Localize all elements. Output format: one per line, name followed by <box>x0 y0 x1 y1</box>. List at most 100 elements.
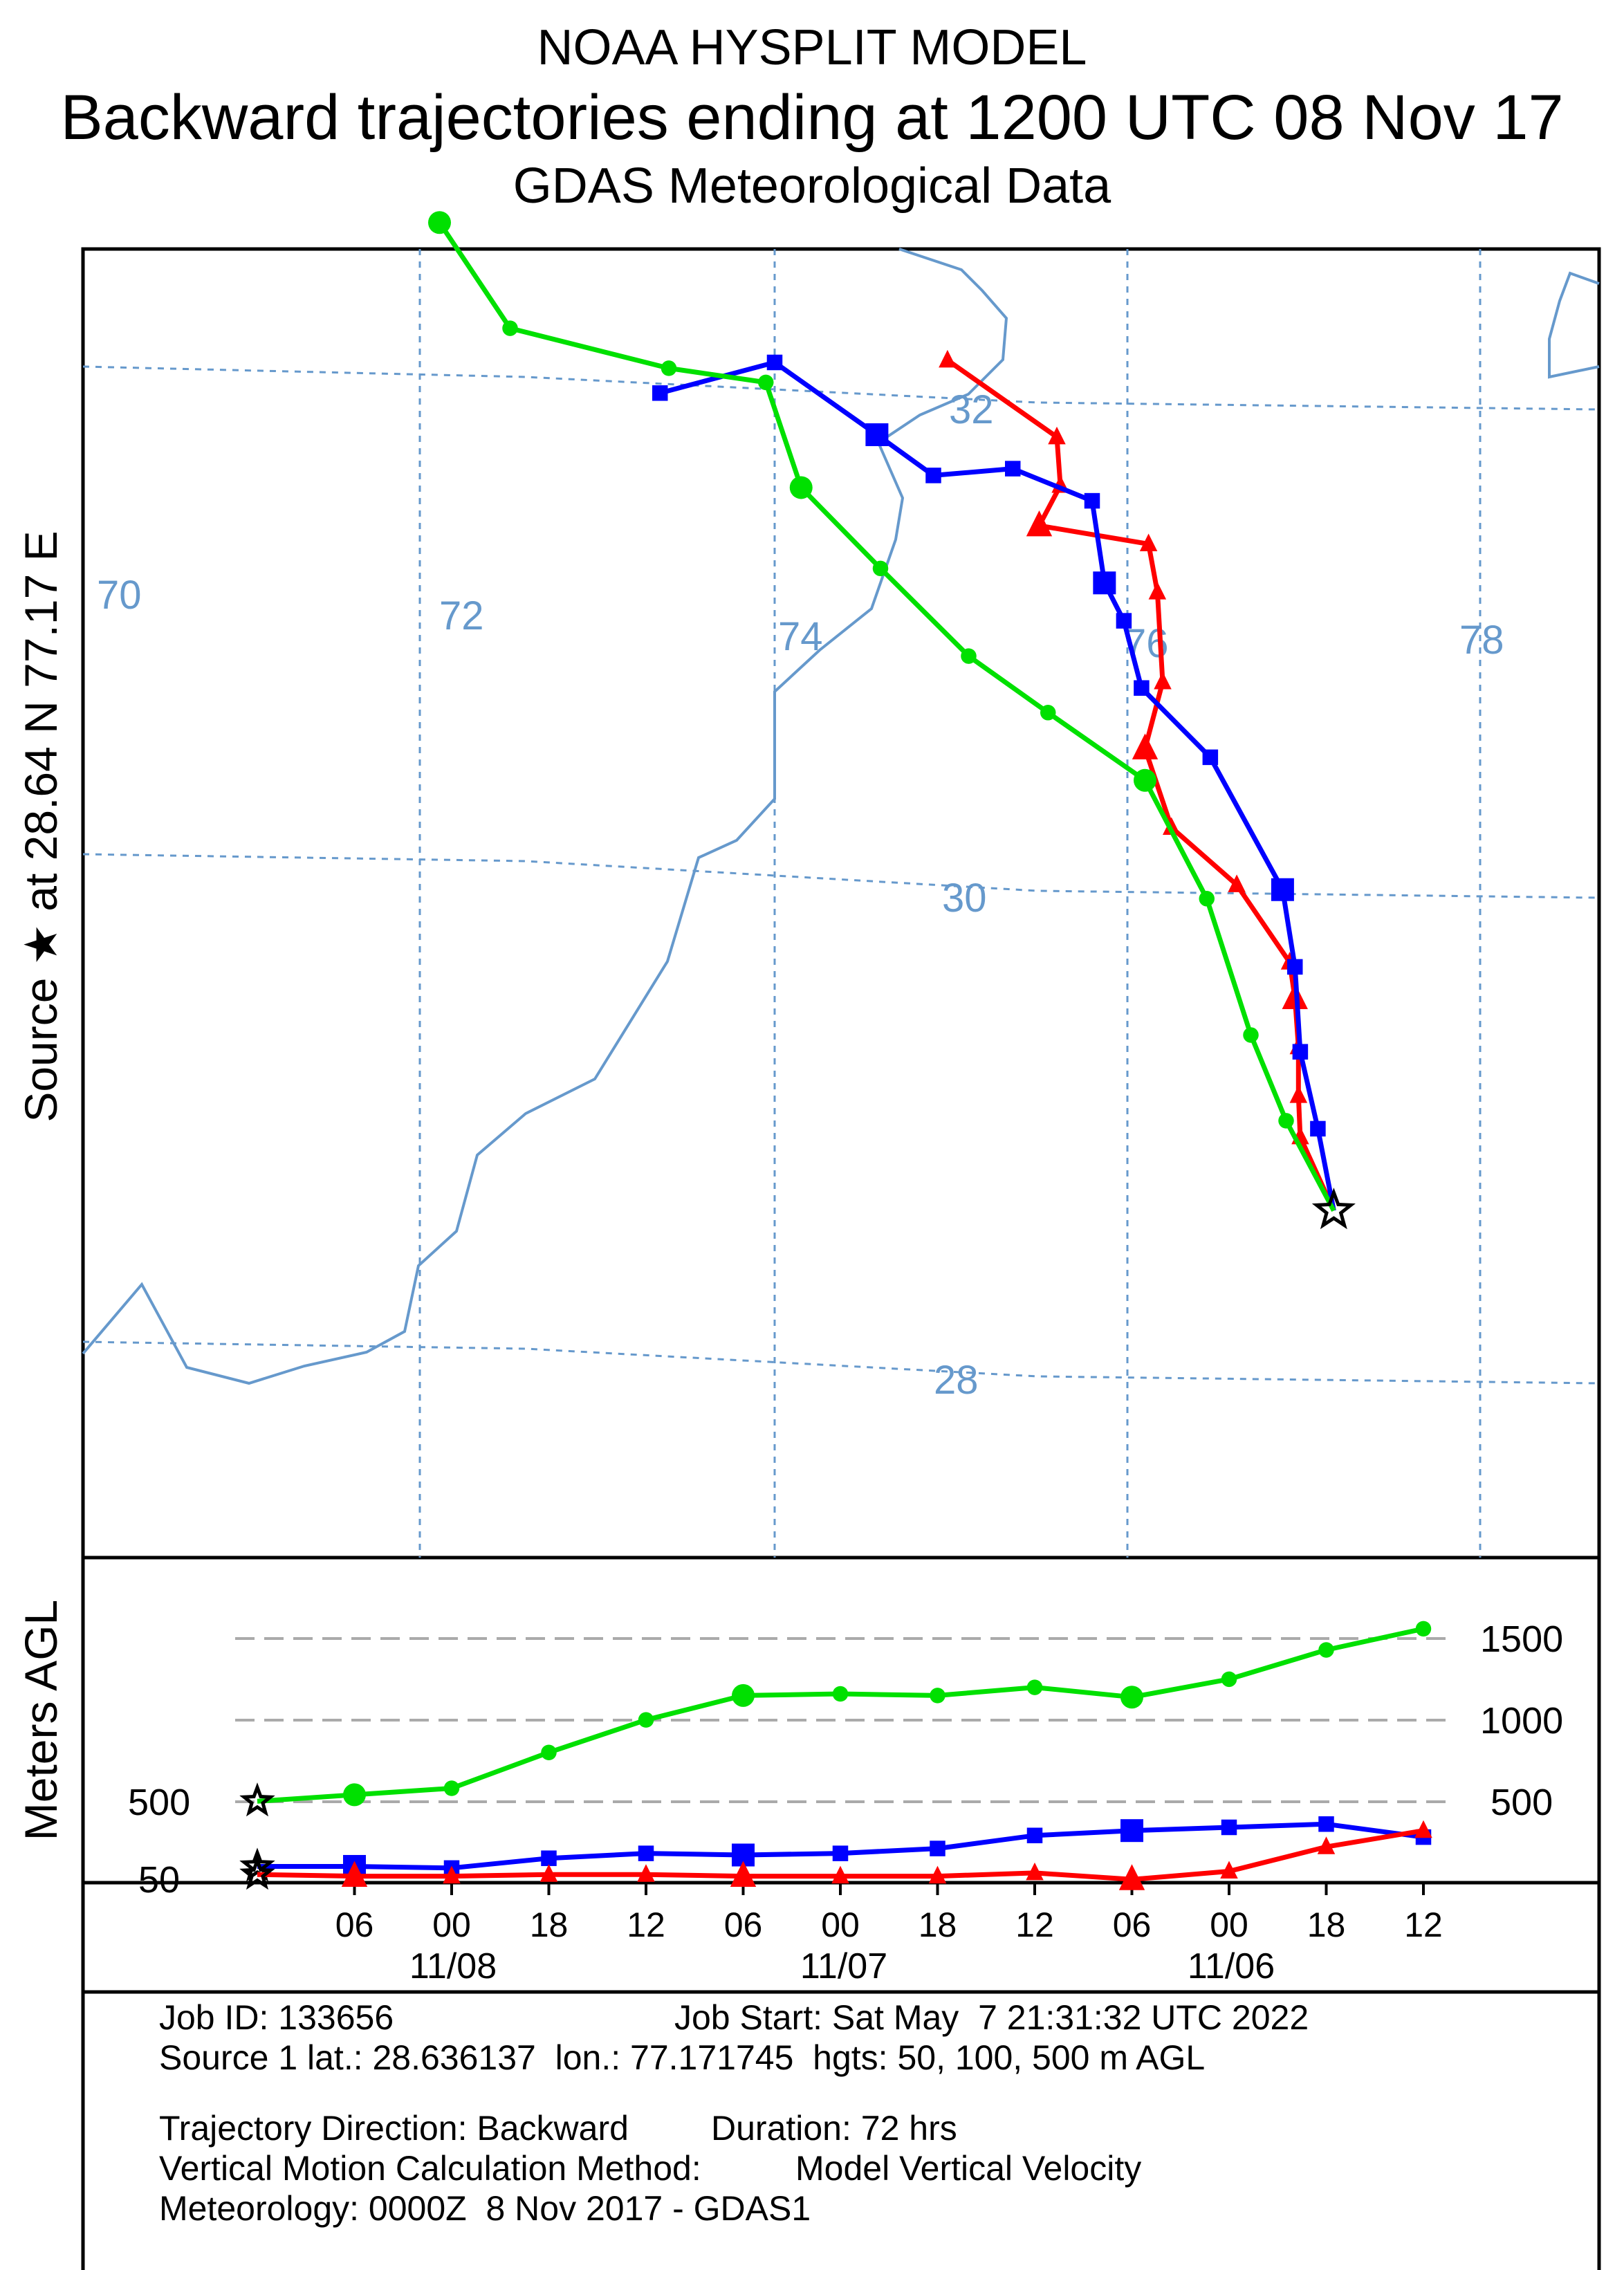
height-point-50m <box>637 1864 655 1882</box>
trajectory-point-100m <box>1084 492 1100 509</box>
height-point-500m <box>732 1683 755 1707</box>
height-point-500m <box>343 1783 366 1807</box>
trajectory-point-100m <box>766 354 783 371</box>
source-side-label: Source ★ at 28.64 N 77.17 E <box>15 530 66 1122</box>
trajectory-point-100m <box>865 423 889 447</box>
trajectory-line-100m <box>659 360 1336 1211</box>
height-point-500m <box>1026 1679 1043 1695</box>
lat-label-30: 30 <box>942 876 987 921</box>
time-tick-label: 12 <box>1404 1905 1443 1944</box>
height-point-50m <box>341 1861 368 1887</box>
lon-label-72: 72 <box>439 593 484 638</box>
time-axis: 06 00 18 12 06 00 18 12 06 00 18 12 <box>335 1883 1443 1944</box>
trajectory-point-100m <box>1093 571 1116 595</box>
country-boundaries <box>82 248 1600 1385</box>
height-point-500m <box>1221 1671 1237 1688</box>
meteorology: Meteorology: 0000Z 8 Nov 2017 - GDAS1 <box>159 2189 811 2228</box>
date-label-1108: 11/08 <box>409 1946 497 1986</box>
date-label-1107: 11/07 <box>800 1946 887 1986</box>
duration: Duration: 72 hrs <box>711 2109 957 2148</box>
height-label-1500: 1500 <box>1480 1618 1563 1660</box>
chart-title: Backward trajectories ending at 1200 UTC… <box>60 82 1564 153</box>
time-tick-label: 06 <box>335 1905 374 1944</box>
height-point-50m <box>1220 1861 1238 1879</box>
trajectory-point-100m <box>1116 613 1132 629</box>
height-label-500-right: 500 <box>1491 1782 1553 1823</box>
time-tick-label: 06 <box>724 1905 763 1944</box>
lat-lon-grid <box>82 249 1600 1558</box>
trajectory-point-50m <box>1228 874 1246 892</box>
india-pakistan-border <box>82 248 1008 1385</box>
trajectory-point-50m <box>1139 533 1158 551</box>
trajectory-point-100m <box>1005 461 1021 477</box>
date-label-1106: 11/06 <box>1188 1946 1275 1986</box>
trajectory-line-50m <box>945 358 1336 1212</box>
height-label-1000: 1000 <box>1480 1700 1563 1742</box>
trajectory-point-50m <box>1132 733 1159 759</box>
lat-label-32: 32 <box>949 387 994 432</box>
border-fragment-ne <box>1548 271 1600 379</box>
trajectory-direction: Trajectory Direction: Backward <box>159 2109 629 2148</box>
trajectory-point-100m <box>1271 878 1294 901</box>
height-panel: 1500 1000 500 500 50 06 00 18 12 06 00 18 12 06 0… <box>128 1618 1563 1986</box>
height-point-100m <box>930 1840 945 1856</box>
map-panel: 70 72 74 76 78 28 30 32 <box>82 211 1600 1558</box>
trajectory-point-50m <box>1154 672 1172 690</box>
trajectory-point-100m <box>1310 1120 1326 1137</box>
height-point-100m <box>1026 1827 1043 1844</box>
trajectory-500m <box>428 211 1336 1212</box>
trajectory-100m <box>652 354 1336 1211</box>
height-point-50m <box>928 1865 947 1884</box>
trajectory-point-100m <box>652 385 668 401</box>
time-tick-label: 12 <box>627 1905 665 1944</box>
height-series-100m <box>239 1816 1432 1882</box>
chart-title-model: NOAA HYSPLIT MODEL <box>537 20 1087 75</box>
height-axis-title: Meters AGL <box>15 1600 66 1840</box>
time-tick-label: 00 <box>432 1905 471 1944</box>
height-point-100m <box>1221 1819 1237 1836</box>
height-source-star-100m <box>239 1847 275 1882</box>
height-point-50m <box>1118 1864 1145 1890</box>
height-point-100m <box>541 1850 557 1866</box>
time-tick-label: 18 <box>530 1905 569 1944</box>
height-source-star-500m <box>239 1782 275 1817</box>
time-tick-label: 00 <box>1210 1905 1248 1944</box>
height-source-star-50m <box>239 1856 275 1890</box>
height-point-100m <box>1318 1816 1334 1832</box>
height-point-50m <box>443 1865 461 1884</box>
chart-frame <box>81 247 1601 2270</box>
height-point-500m <box>638 1712 654 1728</box>
height-point-50m <box>831 1865 849 1884</box>
height-label-500-left: 500 <box>128 1782 190 1823</box>
trajectory-point-100m <box>1292 1044 1309 1060</box>
source-line: Source 1 lat.: 28.636137 lon.: 77.171745… <box>159 2038 1206 2077</box>
date-labels: 11/08 11/07 11/06 <box>409 1946 1275 1986</box>
trajectory-point-500m <box>1278 1113 1294 1129</box>
height-label-50: 50 <box>138 1859 180 1901</box>
grid-lat-32 <box>82 365 1600 411</box>
job-start: Job Start: Sat May 7 21:31:32 UTC 2022 <box>674 1998 1309 2037</box>
time-tick-label: 12 <box>1015 1905 1054 1944</box>
height-point-50m <box>730 1861 757 1887</box>
height-point-500m <box>1318 1642 1334 1658</box>
height-point-50m <box>1317 1836 1336 1854</box>
trajectory-point-100m <box>1134 680 1150 696</box>
height-tick-labels: 1500 1000 500 500 50 <box>128 1618 1563 1901</box>
height-point-100m <box>832 1845 849 1861</box>
time-tick-label: 00 <box>821 1905 860 1944</box>
trajectory-line-500m <box>437 221 1336 1212</box>
vertical-method-value: Model Vertical Velocity <box>795 2149 1142 2188</box>
height-line-500m <box>257 1626 1424 1804</box>
height-series-500m <box>239 1621 1432 1817</box>
grid-lat-30 <box>82 853 1600 899</box>
job-id: Job ID: 133656 <box>159 1998 394 2037</box>
height-point-500m <box>930 1688 945 1704</box>
lat-label-28: 28 <box>934 1358 979 1403</box>
trajectory-point-500m <box>1040 705 1056 721</box>
trajectory-point-50m <box>1289 1085 1308 1103</box>
trajectory-point-500m <box>961 648 977 664</box>
trajectory-point-50m <box>1048 426 1066 445</box>
trajectory-point-500m <box>758 374 774 391</box>
height-point-50m <box>1026 1862 1044 1881</box>
trajectory-point-50m <box>1148 582 1167 600</box>
